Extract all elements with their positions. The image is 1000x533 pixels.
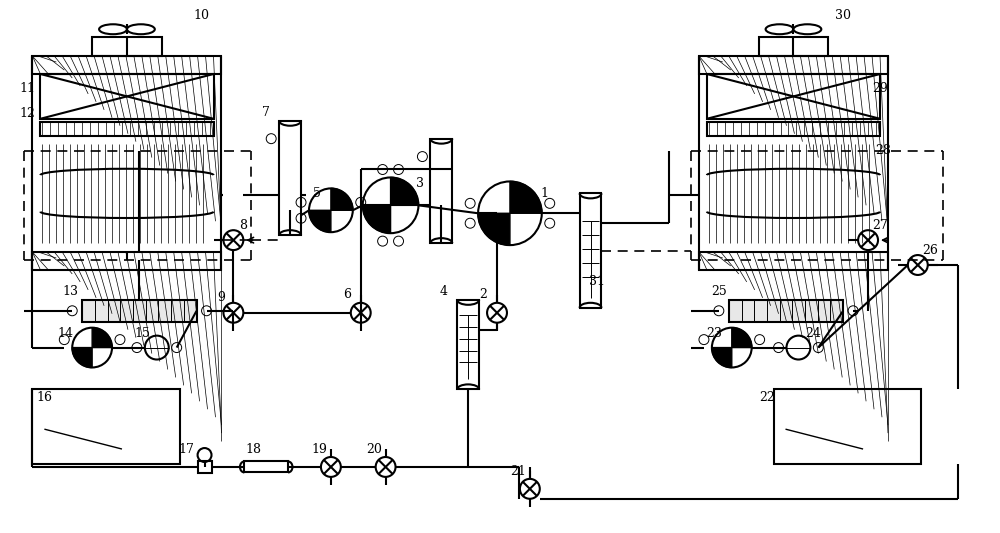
Polygon shape (732, 328, 752, 348)
Bar (32, 252, 221, 270)
Bar (32, 389, 180, 464)
Polygon shape (510, 181, 542, 213)
Bar (707, 122, 880, 136)
Ellipse shape (766, 25, 793, 34)
Polygon shape (92, 328, 112, 348)
Text: 7: 7 (262, 106, 270, 119)
Ellipse shape (793, 25, 821, 34)
Text: 30: 30 (835, 9, 851, 22)
Text: 23: 23 (706, 327, 722, 340)
Text: 16: 16 (36, 391, 52, 404)
Polygon shape (391, 177, 418, 205)
Text: 10: 10 (194, 9, 210, 22)
Bar (699, 252, 888, 270)
Text: 1: 1 (541, 187, 549, 200)
Text: 12: 12 (20, 107, 35, 120)
Text: 18: 18 (245, 442, 261, 456)
Text: 4: 4 (439, 285, 447, 298)
Text: 22: 22 (759, 391, 774, 404)
Text: 14: 14 (57, 327, 73, 340)
Text: 6: 6 (343, 288, 351, 301)
Bar (244, 462, 288, 472)
Bar (457, 300, 479, 389)
Text: 29: 29 (872, 83, 888, 95)
Polygon shape (712, 348, 732, 367)
Text: 3: 3 (416, 177, 424, 190)
Bar (699, 56, 888, 74)
Text: 31: 31 (589, 276, 605, 288)
Text: 9: 9 (218, 292, 225, 304)
Bar (40, 74, 214, 119)
Polygon shape (309, 211, 331, 232)
Polygon shape (331, 188, 353, 211)
Bar (430, 139, 452, 243)
Bar (92, 37, 162, 56)
Text: 2: 2 (479, 288, 487, 301)
Text: 15: 15 (134, 327, 150, 340)
Bar (580, 193, 601, 308)
Bar (774, 389, 921, 464)
Text: 11: 11 (19, 83, 35, 95)
Text: 27: 27 (872, 219, 888, 232)
Bar (729, 300, 843, 322)
Text: 8: 8 (239, 219, 247, 232)
Polygon shape (478, 213, 510, 245)
Polygon shape (363, 205, 391, 233)
Bar (82, 300, 197, 322)
Text: 26: 26 (922, 244, 938, 256)
Bar (198, 461, 212, 473)
Ellipse shape (99, 25, 127, 34)
Bar (279, 121, 301, 235)
Ellipse shape (127, 25, 155, 34)
Text: 13: 13 (62, 285, 78, 298)
Text: 21: 21 (510, 465, 526, 479)
Text: 24: 24 (805, 327, 821, 340)
Text: 20: 20 (366, 442, 382, 456)
Text: 17: 17 (179, 442, 195, 456)
Polygon shape (72, 348, 92, 367)
Bar (759, 37, 828, 56)
Text: 28: 28 (875, 144, 891, 157)
Text: 19: 19 (311, 442, 327, 456)
Text: 5: 5 (313, 187, 321, 200)
Text: 25: 25 (711, 285, 727, 298)
Bar (40, 122, 214, 136)
Bar (707, 74, 880, 119)
Bar (32, 56, 221, 74)
